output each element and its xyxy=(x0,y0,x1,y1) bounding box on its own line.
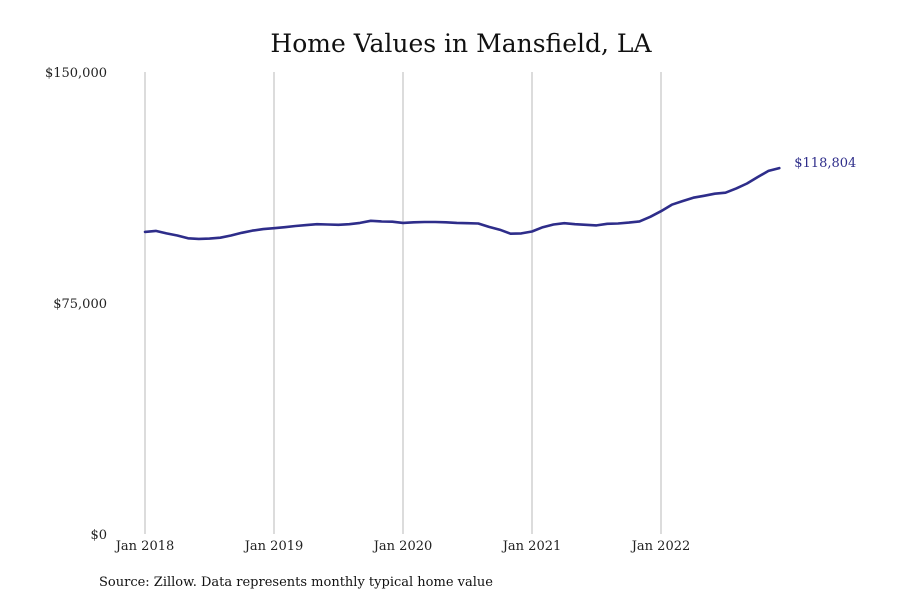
x-tick-label: Jan 2021 xyxy=(501,539,562,554)
x-tick-label: Jan 2022 xyxy=(630,539,691,554)
x-tick-label: Jan 2020 xyxy=(372,539,433,554)
series-end-value-label: $118,804 xyxy=(794,156,856,171)
y-tick-label: $75,000 xyxy=(53,297,107,312)
series-layer: $118,804 xyxy=(143,156,856,241)
x-tick-label: Jan 2019 xyxy=(243,539,304,554)
y-axis-tick-labels: $0 $75,000 $150,000 xyxy=(45,66,107,543)
x-tick-label: Jan 2018 xyxy=(114,539,175,554)
source-note: Source: Zillow. Data represents monthly … xyxy=(99,575,493,590)
chart-title: Home Values in Mansfield, LA xyxy=(270,29,652,58)
vertical-gridlines xyxy=(144,72,662,534)
y-tick-label: $150,000 xyxy=(45,66,107,81)
x-axis-tick-labels: Jan 2018 Jan 2019 Jan 2020 Jan 2021 Jan 2022 xyxy=(114,539,691,554)
series-line xyxy=(143,166,781,241)
y-tick-label: $0 xyxy=(90,528,107,543)
